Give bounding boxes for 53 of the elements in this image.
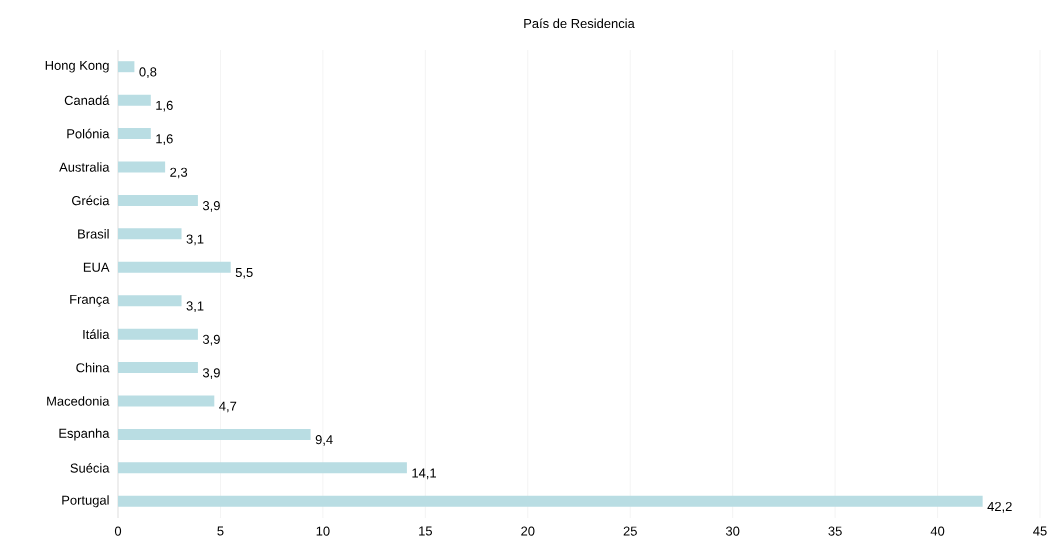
data-label: 1,6 (156, 100, 173, 112)
bar (118, 128, 151, 140)
x-tick-label: 5 (217, 526, 224, 536)
y-tick-label: Espanha (59, 428, 110, 441)
y-tick-label: EUA (83, 262, 110, 272)
y-tick-label: Brasil (78, 229, 109, 239)
data-label: 1,6 (156, 134, 173, 145)
bar (118, 94, 151, 106)
x-tick-label: 40 (930, 526, 945, 536)
y-tick-label: Macedonia (47, 396, 110, 406)
data-label: 3,9 (202, 201, 220, 212)
y-tick-label: Itália (83, 329, 110, 339)
y-tick-label: Portugal (62, 495, 109, 508)
y-tick-label: Hong Kong (45, 60, 109, 73)
y-tick-label: Suécia (70, 463, 110, 473)
x-tick-label: 15 (419, 526, 432, 536)
bar (118, 161, 166, 173)
data-label: 42,2 (987, 501, 1012, 513)
data-label: 3,9 (202, 368, 220, 379)
data-label: 14,1 (412, 468, 436, 480)
bar (118, 295, 182, 307)
bar (118, 328, 198, 340)
x-tick-label: 45 (1033, 526, 1047, 536)
bar (118, 428, 311, 440)
data-label: 5,5 (235, 268, 253, 279)
y-tick-label: Grécia (72, 195, 110, 206)
data-label: 2,3 (170, 167, 188, 179)
data-label: 4,7 (219, 401, 237, 413)
x-tick-label: 20 (521, 526, 535, 536)
y-tick-label: França (70, 294, 110, 307)
x-tick-label: 10 (316, 526, 330, 536)
data-label: 3,1 (186, 301, 204, 313)
chart-title: País de Residencia (524, 18, 635, 29)
bar (118, 462, 407, 474)
data-label: 3,1 (186, 234, 204, 246)
x-tick-label: 25 (623, 526, 637, 536)
bar (118, 395, 215, 407)
bar (118, 194, 198, 206)
y-tick-label: Canadá (64, 95, 110, 105)
y-tick-label: Polónia (67, 128, 110, 139)
data-label: 9,4 (315, 435, 333, 446)
bar (118, 495, 983, 507)
y-tick-label: Australia (59, 162, 110, 172)
data-label: 3,9 (202, 334, 220, 346)
bar (118, 228, 182, 240)
bar (118, 61, 135, 73)
bar (118, 261, 231, 273)
bar (118, 362, 198, 374)
x-tick-label: 35 (828, 526, 842, 536)
data-label: 0,8 (139, 67, 157, 79)
y-tick-label: China (76, 362, 110, 373)
x-tick-label: 0 (114, 526, 122, 536)
x-tick-label: 30 (725, 526, 740, 536)
